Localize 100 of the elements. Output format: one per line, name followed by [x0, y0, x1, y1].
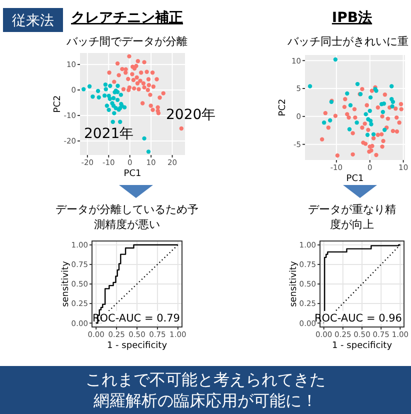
- point: [112, 80, 116, 84]
- point: [333, 57, 338, 62]
- point: [116, 84, 120, 88]
- point: [161, 91, 166, 96]
- point: [333, 114, 338, 118]
- point: [142, 85, 146, 90]
- point: [111, 96, 116, 100]
- point: [368, 95, 373, 100]
- point: [136, 87, 141, 92]
- point: [108, 84, 112, 88]
- point: [150, 70, 155, 75]
- point: [135, 81, 140, 86]
- point: [365, 132, 370, 137]
- point: [382, 92, 388, 97]
- point: [140, 101, 145, 106]
- point: [381, 138, 386, 144]
- point: [398, 102, 404, 106]
- y-axis-title: PC2: [278, 98, 288, 116]
- point: [371, 136, 376, 140]
- point: [96, 95, 101, 100]
- point: [126, 88, 131, 92]
- text: これまで不可能と考えられてきた網羅解析の臨床応用が可能に！: [86, 370, 326, 410]
- point: [394, 106, 398, 111]
- point: [82, 87, 86, 92]
- point: [111, 104, 116, 108]
- y-axis-title: sensitivity: [289, 260, 299, 307]
- point: [399, 107, 404, 112]
- x-axis-title: PC1: [124, 169, 142, 179]
- point: [380, 114, 384, 119]
- point: [131, 78, 136, 82]
- point: [115, 98, 120, 102]
- chart-subtitle: バッチ同士がきれいに重: [286, 35, 408, 48]
- text: 従来法: [12, 13, 54, 29]
- point: [343, 97, 348, 102]
- point: [146, 83, 152, 88]
- point: [380, 144, 384, 149]
- point: [150, 108, 155, 112]
- point: [322, 120, 326, 125]
- point: [328, 118, 332, 122]
- y-axis-title: sensitivity: [61, 260, 71, 307]
- y-axis-title: PC2: [53, 95, 63, 113]
- point: [355, 82, 360, 86]
- point: [353, 115, 358, 120]
- point: [350, 131, 355, 136]
- point: [320, 137, 324, 142]
- point: [308, 84, 312, 88]
- point: [364, 103, 369, 108]
- point: [376, 105, 380, 110]
- point: [138, 78, 142, 83]
- point: [376, 132, 380, 137]
- point: [350, 152, 355, 157]
- point: [363, 142, 368, 146]
- point: [148, 104, 153, 108]
- point: [347, 127, 352, 132]
- point: [342, 104, 347, 110]
- point: [130, 72, 134, 76]
- point: [146, 88, 150, 92]
- x-axis-title: 1 - specificity: [332, 341, 393, 351]
- point: [90, 94, 95, 99]
- series-label: 2020年: [166, 107, 216, 123]
- x-axis-title: PC1: [346, 174, 364, 184]
- point: [369, 122, 374, 126]
- point: [104, 87, 108, 92]
- point: [354, 120, 359, 125]
- point: [179, 126, 184, 131]
- point: [390, 100, 396, 104]
- point: [122, 105, 127, 110]
- point: [156, 108, 160, 113]
- point: [124, 70, 128, 75]
- point: [156, 105, 160, 110]
- series-label: 2021年: [84, 126, 134, 142]
- point: [335, 153, 340, 158]
- point: [142, 136, 146, 141]
- point: [390, 128, 396, 134]
- point: [390, 104, 394, 108]
- point: [362, 122, 367, 126]
- point: [118, 120, 122, 124]
- point: [118, 92, 124, 97]
- point: [134, 64, 138, 68]
- point: [132, 86, 136, 91]
- point: [394, 129, 400, 134]
- point: [368, 108, 372, 113]
- chart-subtitle: バッチ間でデータが分離: [66, 35, 188, 48]
- point: [158, 96, 162, 100]
- chart-title: データが重なり精度が向上: [308, 203, 396, 231]
- point: [352, 107, 357, 112]
- point: [116, 73, 121, 78]
- point: [115, 61, 120, 66]
- point: [394, 115, 399, 120]
- point: [121, 87, 126, 92]
- point: [138, 70, 144, 75]
- point: [141, 81, 146, 86]
- point: [108, 96, 112, 101]
- point: [110, 120, 115, 124]
- point: [87, 84, 92, 89]
- x-axis-title: 1 - specificity: [106, 341, 168, 351]
- point: [107, 70, 112, 75]
- point: [103, 82, 108, 87]
- point: [364, 112, 368, 116]
- point: [382, 101, 386, 106]
